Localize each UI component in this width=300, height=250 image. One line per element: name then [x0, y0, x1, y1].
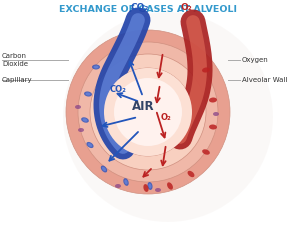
Ellipse shape — [148, 184, 152, 188]
Circle shape — [114, 78, 182, 146]
Ellipse shape — [209, 124, 217, 130]
Ellipse shape — [92, 64, 100, 70]
Ellipse shape — [124, 180, 128, 184]
Text: CO₂: CO₂ — [110, 86, 126, 94]
Circle shape — [78, 42, 218, 182]
Text: AIR: AIR — [132, 100, 154, 114]
Ellipse shape — [155, 188, 161, 192]
Ellipse shape — [102, 167, 106, 171]
Text: Oxygen: Oxygen — [242, 57, 269, 63]
Text: Carbon
Dioxide: Carbon Dioxide — [2, 53, 28, 67]
Ellipse shape — [85, 92, 91, 96]
Ellipse shape — [78, 128, 84, 132]
Ellipse shape — [213, 112, 219, 116]
Ellipse shape — [167, 182, 173, 190]
Ellipse shape — [101, 166, 107, 172]
Circle shape — [118, 82, 178, 142]
Text: EXCHANGE OF GASES AT ALVEOLI: EXCHANGE OF GASES AT ALVEOLI — [59, 5, 237, 14]
Text: CO₂: CO₂ — [131, 3, 149, 12]
Ellipse shape — [81, 117, 89, 123]
Ellipse shape — [84, 92, 92, 96]
Ellipse shape — [188, 171, 194, 177]
Ellipse shape — [88, 143, 92, 147]
Text: O₂: O₂ — [180, 3, 192, 12]
Ellipse shape — [86, 142, 94, 148]
Circle shape — [66, 30, 230, 194]
Ellipse shape — [123, 178, 129, 186]
Circle shape — [90, 54, 206, 170]
Text: O₂: O₂ — [160, 112, 171, 122]
Circle shape — [104, 68, 192, 156]
Ellipse shape — [209, 98, 217, 102]
Text: Capillary: Capillary — [2, 77, 33, 83]
Circle shape — [104, 68, 192, 156]
Ellipse shape — [147, 182, 153, 190]
Ellipse shape — [143, 184, 148, 192]
Ellipse shape — [82, 118, 87, 122]
Ellipse shape — [202, 149, 210, 155]
Circle shape — [63, 12, 273, 222]
Ellipse shape — [75, 105, 81, 109]
Ellipse shape — [94, 66, 98, 68]
Ellipse shape — [115, 184, 121, 188]
Text: Alveolar Wall: Alveolar Wall — [242, 77, 287, 83]
Ellipse shape — [202, 68, 210, 72]
